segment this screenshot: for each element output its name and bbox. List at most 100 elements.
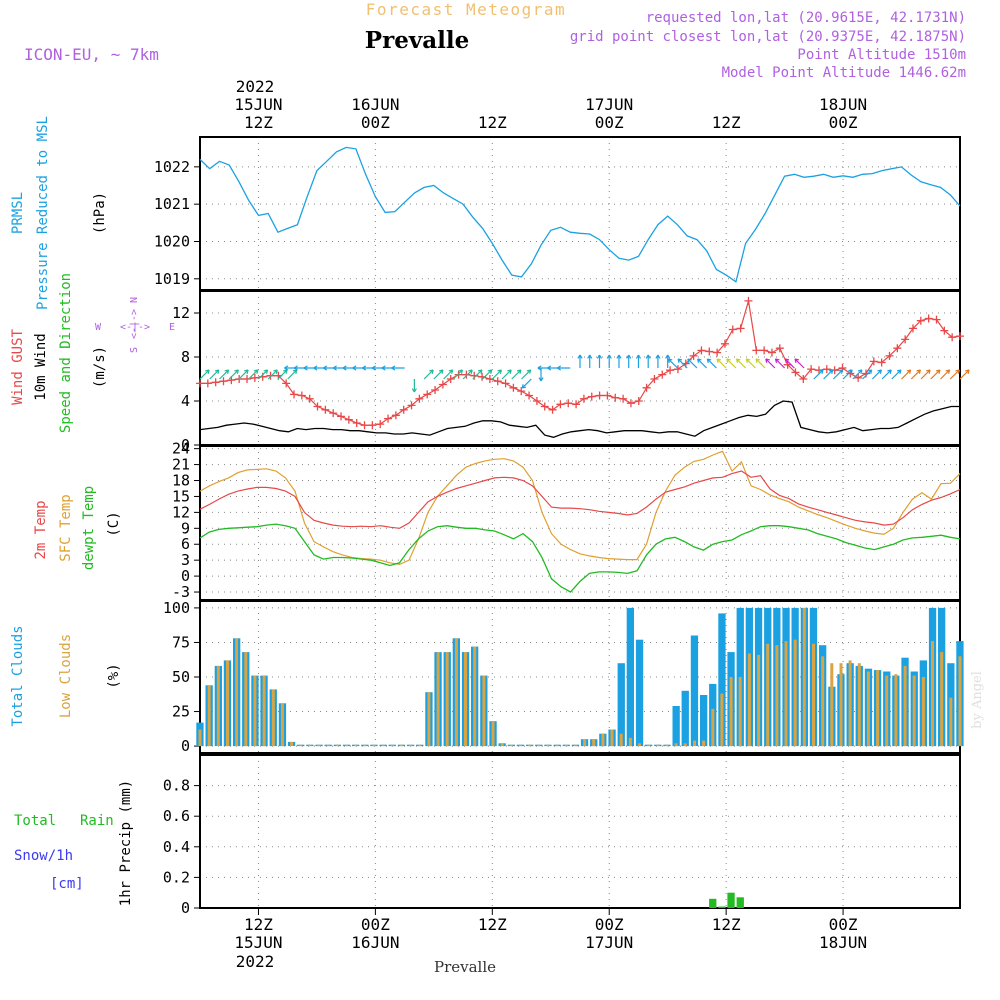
wind-arrow [596,354,603,369]
wind-arrow [391,365,405,371]
low-cloud-bar [665,744,669,747]
top-hour-label: 00Z [595,113,624,132]
sfc-temp-line [199,450,961,566]
low-cloud-bar [454,638,458,747]
gust-marker [517,387,526,396]
wind-arrow [635,354,642,369]
gust-marker [642,383,651,392]
subtitle: Forecast Meteogram [366,0,566,19]
low-cloud-bar [775,645,779,747]
gust-marker [822,365,831,374]
low-cloud-bar [335,744,339,747]
low-cloud-bar [921,677,925,747]
y-tick-label: 25 [172,703,190,721]
wind-arrow [267,369,278,380]
gust-marker [203,379,212,388]
low-cloud-bar [747,653,751,747]
wind-arrow [667,358,678,369]
label-rain: Rain [80,813,114,829]
compass-rose: N <-|-> S W <-|-> E [95,297,175,353]
y-tick-label: 12 [172,503,190,521]
compass-n: N [129,297,140,303]
low-cloud-bar [720,693,724,747]
wind-arrow [735,358,747,369]
y-tick-label: 1019 [154,270,190,288]
wind-arrow [258,369,269,380]
y-tick-label: 0 [181,436,190,454]
y-tick-label: 100 [163,599,190,617]
total-cloud-bar [681,690,689,747]
y-tick-label: 18 [172,472,190,490]
gust-marker [384,414,393,423]
low-cloud-bar [683,743,687,747]
watermark: by Angel [970,671,985,729]
gust-marker [767,348,776,357]
total-cloud-bar [635,639,644,747]
gust-marker [595,391,604,400]
wind-arrow [521,378,532,389]
wind-arrow [745,358,756,369]
gust-marker [196,379,204,388]
low-cloud-bar [482,675,486,747]
low-cloud-bar [464,652,467,747]
gust-marker [908,324,917,333]
top-day-label: 15JUN [234,95,282,114]
low-cloud-bar [656,744,660,747]
low-cloud-bar [729,677,733,747]
bottom-hour-label: 00Z [595,915,624,934]
gust-marker [893,344,902,353]
footer-location: Prevalle [434,958,496,976]
gust-marker [415,394,424,403]
gust-marker [634,397,643,405]
wind-arrow [959,369,970,380]
y-tick-label: 0.8 [163,777,190,795]
label-low-clouds: Low Clouds [58,634,74,718]
bottom-year: 2022 [236,952,275,971]
gust-marker [243,375,252,383]
low-cloud-bar [610,729,614,747]
gust-marker [540,402,549,411]
label-dewpt-temp: dewpt Temp [81,486,97,570]
wind-arrow [645,354,651,369]
low-cloud-bar [537,744,541,747]
gust-marker [431,386,440,394]
low-cloud-bar [866,671,870,747]
gust-marker [360,421,369,430]
low-cloud-bar [354,744,358,747]
top-hour-label: 00Z [361,113,390,132]
compass-w: W [95,322,102,333]
total-cloud-bar [672,706,680,747]
wind-arrow [587,354,593,369]
gust-marker [924,314,933,323]
wind-arrow [443,369,454,380]
bottom-day-label: 15JUN [234,933,282,952]
gust-marker [705,347,714,356]
gust-marker [799,375,808,383]
gust-marker [290,390,299,399]
label-2m-temp: 2m Temp [33,500,49,559]
top-hour-label: 12Z [244,113,273,132]
gust-marker [760,346,769,355]
low-cloud-bar [262,675,266,747]
label-ms: (m/s) [92,346,108,388]
label-total-clouds: Total Clouds [10,625,26,726]
wind-arrow [556,365,571,371]
rain-bar [727,892,735,908]
label-sfc-temp: SFC Temp [58,494,74,561]
gust-marker [493,377,502,386]
model-name: ICON-EU, ~ 7km [24,45,159,64]
panel-frame [199,136,961,291]
wind-arrow [199,369,210,380]
gust-marker [901,335,910,344]
bottom-hour-label: 00Z [361,915,390,934]
series-layer [196,146,970,908]
gust-marker [869,357,878,366]
gust-marker [305,394,314,403]
wind-arrow [784,358,795,369]
low-cloud-bar [390,744,394,747]
gust-marker [282,379,291,388]
low-cloud-bar [711,708,715,747]
gust-marker [689,351,698,360]
label-snow: Snow/1h [14,848,73,864]
bottom-hour-label: 12Z [478,915,507,934]
